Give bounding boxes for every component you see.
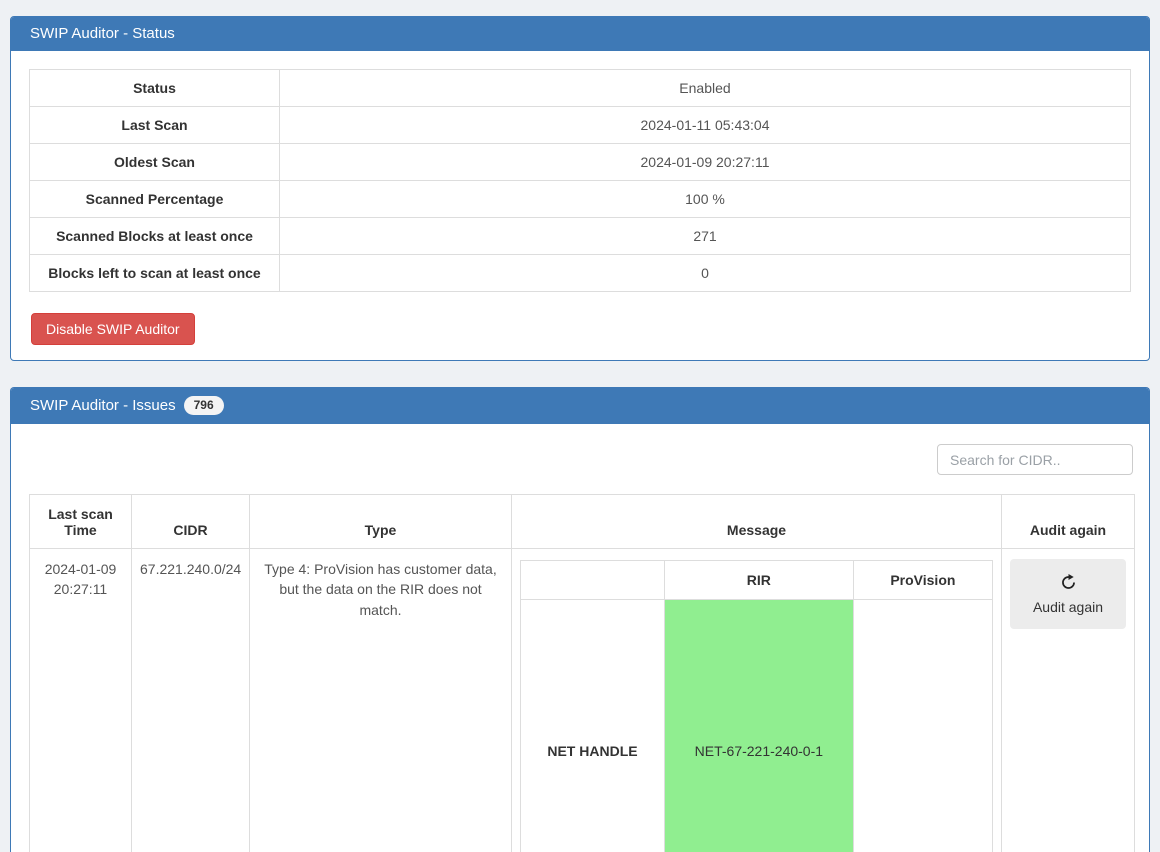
header-type: Type bbox=[249, 494, 512, 550]
status-row: Scanned Blocks at least once 271 bbox=[29, 217, 1131, 255]
issue-cidr: 67.221.240.0/24 bbox=[131, 548, 250, 852]
comparison-header-row: RIR ProVision bbox=[520, 560, 994, 601]
status-panel-body: Status Enabled Last Scan 2024-01-11 05:4… bbox=[11, 51, 1149, 360]
status-row: Blocks left to scan at least once 0 bbox=[29, 254, 1131, 292]
cidr-search-input[interactable] bbox=[937, 444, 1133, 476]
issue-type: Type 4: ProVision has customer data, but… bbox=[249, 548, 512, 852]
audit-again-button-label: Audit again bbox=[1032, 599, 1104, 616]
header-audit-again: Audit again bbox=[1001, 494, 1135, 550]
status-row-label: Scanned Percentage bbox=[29, 180, 280, 218]
status-table: Status Enabled Last Scan 2024-01-11 05:4… bbox=[29, 69, 1131, 292]
header-cidr: CIDR bbox=[131, 494, 250, 550]
issue-row: 2024-01-09 20:27:11 67.221.240.0/24 Type… bbox=[29, 548, 1135, 852]
comparison-header-blank bbox=[520, 560, 665, 601]
comparison-header-rir: RIR bbox=[663, 560, 854, 601]
disable-swip-auditor-button[interactable]: Disable SWIP Auditor bbox=[31, 313, 195, 345]
status-row-label: Status bbox=[29, 69, 280, 107]
issue-last-scan-time: 2024-01-09 20:27:11 bbox=[29, 548, 132, 852]
swip-auditor-status-panel: SWIP Auditor - Status Status Enabled Las… bbox=[10, 16, 1150, 361]
status-row-value: 2024-01-09 20:27:11 bbox=[279, 143, 1131, 181]
status-row-label: Oldest Scan bbox=[29, 143, 280, 181]
status-row: Scanned Percentage 100 % bbox=[29, 180, 1131, 218]
comparison-row-label: NET HANDLE bbox=[520, 599, 665, 852]
status-row-value: 100 % bbox=[279, 180, 1131, 218]
comparison-header-provision: ProVision bbox=[852, 560, 994, 601]
issues-panel-body: Last scan Time CIDR Type Message Audit a… bbox=[11, 424, 1149, 852]
status-row: Oldest Scan 2024-01-09 20:27:11 bbox=[29, 143, 1131, 181]
header-last-scan-time: Last scan Time bbox=[29, 494, 132, 550]
status-row: Status Enabled bbox=[29, 69, 1131, 107]
status-row-value: 271 bbox=[279, 217, 1131, 255]
issues-count-badge: 796 bbox=[183, 396, 224, 416]
status-row-value: 0 bbox=[279, 254, 1131, 292]
status-row-value: Enabled bbox=[279, 69, 1131, 107]
audit-again-button[interactable]: Audit again bbox=[1010, 559, 1126, 630]
rir-provision-comparison-table: RIR ProVision NET HANDLE NET-67-221-240-… bbox=[520, 560, 994, 852]
issue-audit-again-cell: Audit again bbox=[1001, 548, 1135, 852]
refresh-icon bbox=[1059, 573, 1078, 592]
swip-auditor-issues-panel: SWIP Auditor - Issues 796 Last scan Time… bbox=[10, 387, 1150, 852]
status-panel-title: SWIP Auditor - Status bbox=[30, 25, 175, 42]
issues-table: Last scan Time CIDR Type Message Audit a… bbox=[29, 494, 1135, 852]
status-row-label: Blocks left to scan at least once bbox=[29, 254, 280, 292]
status-row: Last Scan 2024-01-11 05:43:04 bbox=[29, 106, 1131, 144]
comparison-row: NET HANDLE NET-67-221-240-0-1 bbox=[520, 599, 994, 852]
search-row bbox=[29, 444, 1133, 476]
issues-table-header-row: Last scan Time CIDR Type Message Audit a… bbox=[29, 494, 1135, 550]
issue-message-cell: RIR ProVision NET HANDLE NET-67-221-240-… bbox=[511, 548, 1002, 852]
issues-panel-header: SWIP Auditor - Issues 796 bbox=[11, 388, 1149, 425]
comparison-rir-value: NET-67-221-240-0-1 bbox=[663, 599, 854, 852]
status-row-label: Last Scan bbox=[29, 106, 280, 144]
comparison-provision-value bbox=[852, 599, 994, 852]
status-row-label: Scanned Blocks at least once bbox=[29, 217, 280, 255]
status-row-value: 2024-01-11 05:43:04 bbox=[279, 106, 1131, 144]
header-message: Message bbox=[511, 494, 1002, 550]
status-panel-header: SWIP Auditor - Status bbox=[11, 17, 1149, 51]
issues-panel-title: SWIP Auditor - Issues bbox=[30, 397, 176, 415]
